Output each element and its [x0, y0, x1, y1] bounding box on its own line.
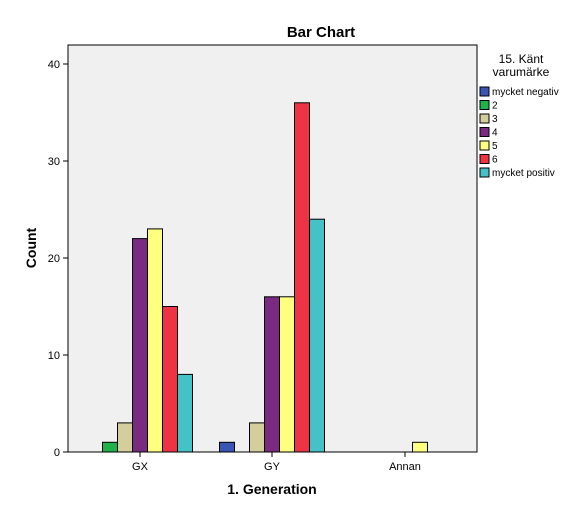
bars-group: [102, 102, 428, 453]
chart-title: Bar Chart: [287, 24, 355, 41]
legend-swatch: [479, 86, 490, 97]
bar: [264, 296, 280, 453]
legend-swatch: [479, 113, 490, 124]
legend-label: 3: [492, 114, 498, 125]
x-tick-label: GX: [132, 461, 149, 473]
legend: 15. Känt varumärke mycket negativ 2 3 4 5 6 my…: [479, 52, 559, 179]
y-tick-label: 30: [48, 156, 60, 168]
x-tick-label: Annan: [389, 461, 421, 473]
bar: [117, 422, 133, 453]
legend-title-line-1: 15. Känt: [499, 52, 544, 66]
legend-label: 2: [492, 101, 498, 112]
x-axis: GX GY Annan: [132, 452, 421, 473]
bar: [279, 296, 295, 453]
legend-label: 5: [492, 141, 498, 152]
y-tick-label: 10: [48, 350, 60, 362]
bar: [309, 218, 325, 453]
bar: [219, 441, 235, 453]
y-axis-title: Count: [23, 227, 39, 268]
bar: [162, 306, 178, 453]
bar: [147, 228, 163, 453]
x-axis-title: 1. Generation: [227, 481, 316, 497]
legend-title-line-2: varumärke: [493, 65, 550, 79]
bar: [294, 102, 310, 453]
legend-label: 6: [492, 155, 498, 166]
y-tick-label: 40: [48, 59, 60, 71]
y-axis: 0 10 20 30 40: [48, 59, 68, 459]
y-tick-label: 20: [48, 253, 60, 265]
bar: [412, 441, 428, 453]
bar: [177, 373, 193, 453]
legend-label: mycket negativ: [492, 87, 559, 98]
legend-swatch: [479, 167, 490, 178]
x-tick-label: GY: [264, 461, 281, 473]
legend-swatch: [479, 100, 490, 110]
bar: [132, 238, 148, 453]
y-tick-label: 0: [54, 447, 60, 459]
bar: [102, 441, 118, 453]
legend-swatch: [479, 127, 490, 137]
legend-swatch: [479, 140, 490, 151]
bar: [249, 422, 265, 453]
legend-swatch: [479, 154, 490, 164]
legend-label: 4: [492, 128, 498, 139]
legend-label: mycket positiv: [492, 168, 555, 179]
